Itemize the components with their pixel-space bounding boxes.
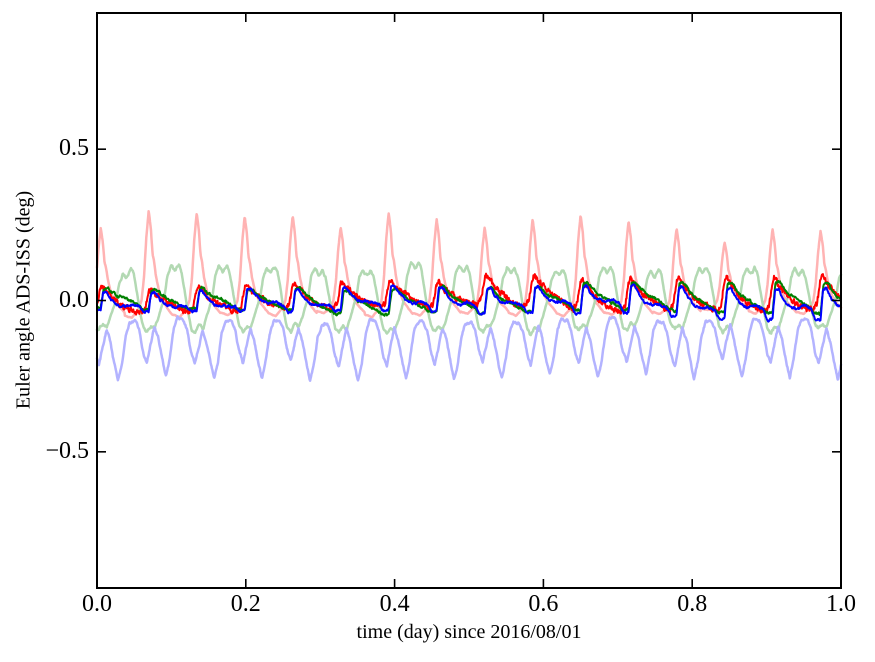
series-pale-red-line — [95, 209, 843, 319]
x-tick-label: 0.6 — [528, 591, 559, 617]
x-axis-label: time (day) since 2016/08/01 — [356, 621, 582, 643]
x-tick-label: 0.2 — [230, 591, 261, 617]
y-tick-label: 0.5 — [59, 135, 89, 162]
series-solid-green-line — [96, 279, 842, 317]
y-tick-label: 0.0 — [59, 286, 89, 313]
axes-spines — [96, 12, 842, 589]
x-tick-label: 0.4 — [379, 591, 410, 617]
x-tick-label: 1.0 — [826, 591, 856, 617]
y-tick-label: −0.5 — [45, 437, 89, 464]
series-pale-blue-line — [95, 315, 843, 382]
x-tick-label: 0.8 — [677, 591, 708, 617]
series-solid-blue-line — [96, 283, 842, 323]
x-tick-label: 0.0 — [82, 591, 112, 617]
